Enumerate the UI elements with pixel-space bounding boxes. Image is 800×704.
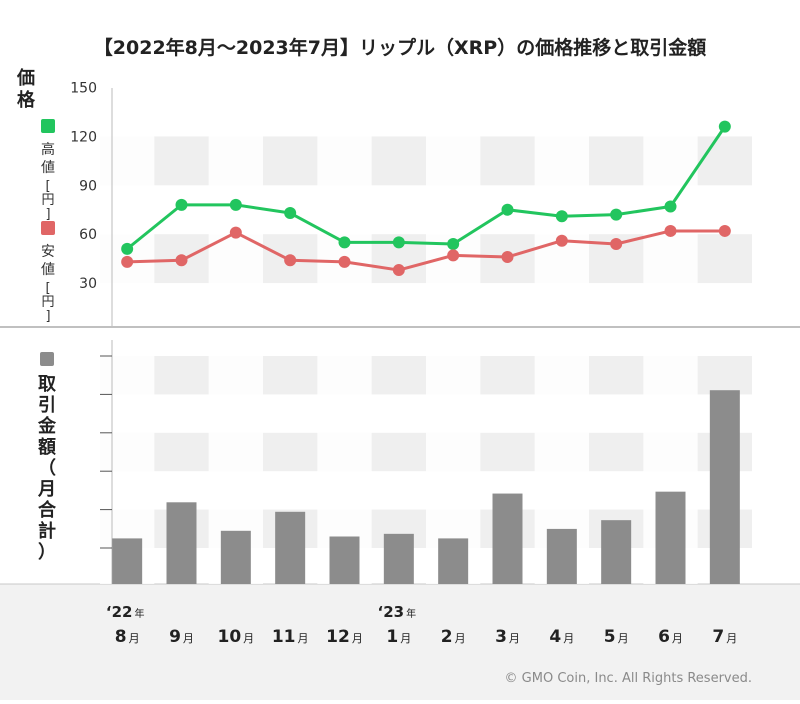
- volume-bar: [275, 511, 306, 584]
- volume-axis-title: 計: [38, 520, 56, 542]
- legend-high-label: 値: [41, 160, 55, 176]
- copyright-text: © GMO Coin, Inc. All Rights Reserved.: [505, 671, 752, 686]
- high-price-point: [121, 242, 134, 255]
- high-price-point: [175, 198, 188, 211]
- price-column-stripe: [426, 88, 481, 326]
- legend-low-unit: [: [45, 281, 50, 296]
- volume-bar: [546, 528, 577, 584]
- volume-bar: [383, 533, 414, 584]
- high-price-point: [284, 207, 297, 220]
- legend-low-unit: ]: [45, 309, 50, 324]
- high-price-point: [664, 200, 677, 213]
- x-year-label: ‘22 年: [106, 603, 145, 621]
- legend-low-unit: 円: [41, 295, 54, 310]
- high-price-point: [447, 237, 460, 250]
- low-price-point: [555, 234, 568, 247]
- legend-high-unit: [: [45, 179, 50, 194]
- price-tick-label: 150: [70, 81, 97, 97]
- high-price-point: [392, 236, 405, 249]
- low-price-point: [392, 264, 405, 277]
- x-tick-label: 10 月: [217, 627, 254, 647]
- low-price-point: [229, 226, 242, 239]
- legend-high-unit: 円: [41, 193, 54, 208]
- volume-axis-title: 月: [37, 479, 56, 500]
- low-price-point: [501, 251, 514, 264]
- chart-title: 【2022年8月〜2023年7月】リップル（XRP）の価格推移と取引金額: [94, 36, 706, 59]
- price-column-stripe: [317, 88, 372, 326]
- price-axis-title: 格: [17, 89, 36, 111]
- volume-bar: [655, 491, 686, 584]
- legend-low-label: 値: [41, 262, 55, 278]
- volume-axis-title: 取: [38, 374, 57, 395]
- price-tick-label: 30: [79, 276, 97, 292]
- low-price-point: [284, 254, 297, 267]
- price-column-stripe: [100, 88, 155, 326]
- high-price-point: [501, 203, 514, 216]
- low-price-point: [610, 237, 623, 250]
- high-price-point: [718, 120, 731, 133]
- x-year-label: ‘23 年: [378, 603, 417, 621]
- legend-low-label: 安: [41, 244, 55, 260]
- legend-volume-swatch: [40, 352, 54, 366]
- high-price-point: [229, 198, 242, 211]
- volume-axis-title: ）: [38, 542, 56, 563]
- legend-high-swatch: [41, 119, 55, 133]
- volume-bar: [492, 493, 523, 584]
- volume-axis-title: 引: [38, 395, 56, 416]
- volume-axis-title: 額: [37, 436, 56, 458]
- volume-bar: [601, 520, 632, 584]
- volume-bar: [329, 536, 360, 584]
- footer-bg: [0, 584, 800, 700]
- volume-axis-title: 金: [37, 415, 57, 437]
- x-tick-label: 11 月: [272, 627, 309, 647]
- price-axis-title: 価: [16, 67, 35, 89]
- low-price-point: [121, 255, 134, 268]
- volume-bar: [166, 502, 197, 584]
- low-price-point: [338, 255, 351, 268]
- price-column-stripe: [534, 88, 589, 326]
- volume-bar: [438, 538, 469, 584]
- volume-bar: [220, 530, 251, 584]
- legend-low-swatch: [41, 221, 55, 235]
- legend-high-unit: ]: [45, 207, 50, 222]
- low-price-point: [664, 224, 677, 237]
- x-tick-label: 12 月: [326, 627, 363, 647]
- volume-axis-title: （: [38, 458, 56, 479]
- high-price-line: [126, 125, 727, 251]
- low-price-point: [175, 254, 188, 267]
- price-tick-label: 60: [79, 227, 97, 243]
- low-price-point: [718, 224, 731, 237]
- high-price-point: [555, 210, 568, 223]
- legend-high-label: 高: [41, 141, 55, 158]
- volume-axis-title: 合: [38, 499, 57, 521]
- price-tick-label: 90: [79, 178, 97, 194]
- volume-bar: [112, 538, 143, 584]
- price-tick-label: 120: [70, 129, 97, 145]
- volume-bar: [709, 390, 740, 584]
- high-price-point: [338, 236, 351, 249]
- low-price-line: [127, 229, 725, 272]
- low-price-point: [447, 249, 460, 262]
- high-price-point: [610, 208, 623, 221]
